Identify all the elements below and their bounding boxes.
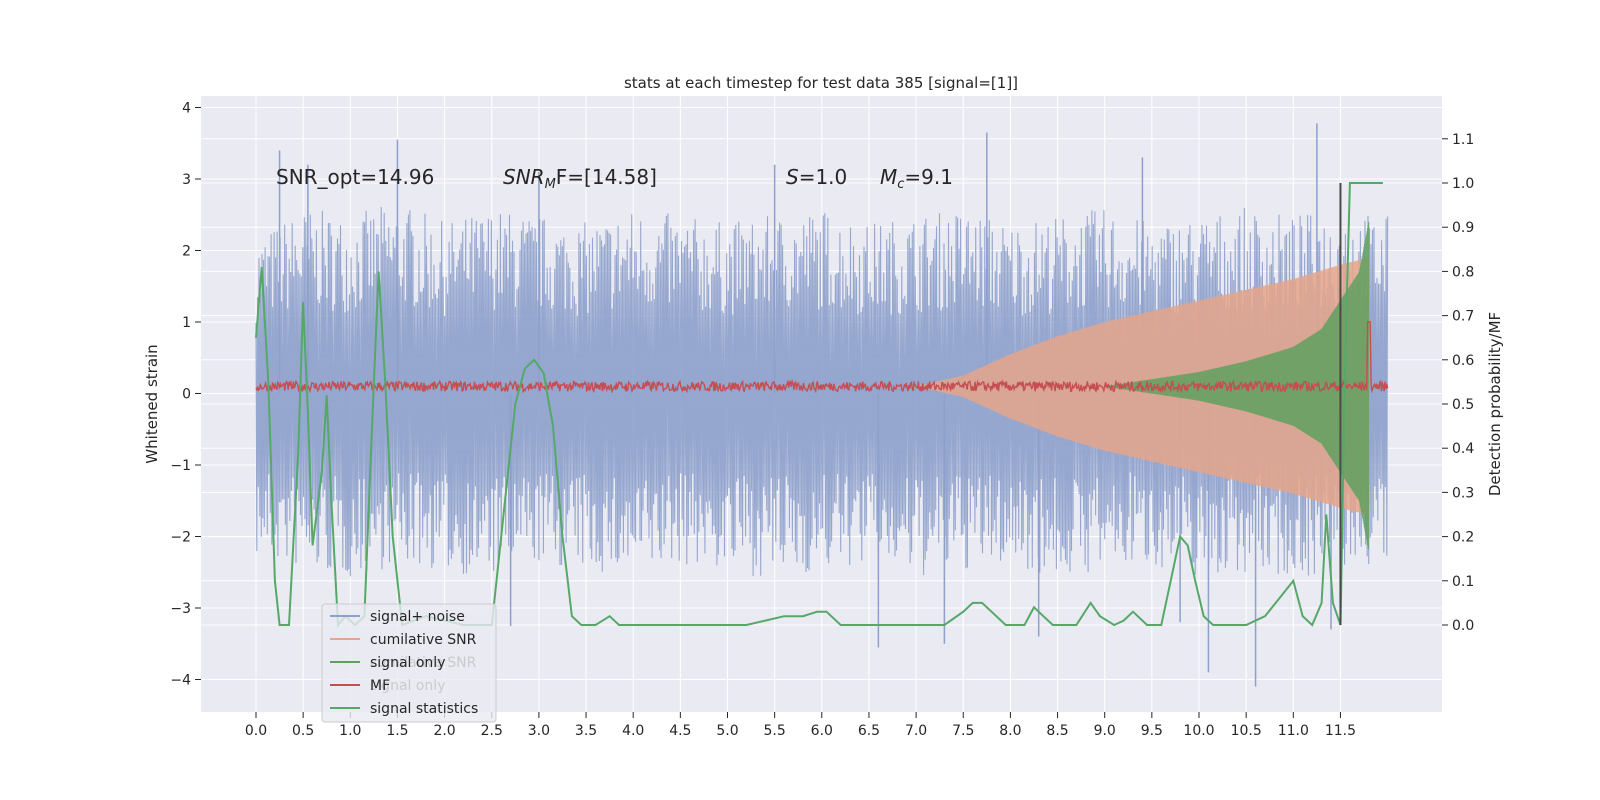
annotation-mc: Mc=9.1 [880,165,953,192]
annotation-s: S=1.0 [786,165,847,189]
x-tick-label: 9.0 [1094,723,1116,739]
y-tick-label: −1 [170,458,191,474]
x-tick-label: 11.5 [1325,723,1356,739]
x-tick-label: 10.0 [1183,723,1214,739]
annotation-snr-mf-sub: M [545,177,556,192]
x-tick-label: 4.0 [622,723,644,739]
x-tick-label: 6.0 [811,723,833,739]
legend-label: signal+ noise [370,609,465,625]
legend-ghost-label: cumilative SNR [370,655,477,671]
x-tick-label: 1.5 [386,723,408,739]
y-right-tick-label: 0.2 [1452,530,1474,546]
x-tick-label: 5.5 [764,723,786,739]
x-tick-label: 3.0 [528,723,550,739]
y-right-tick-label: 0.4 [1452,441,1474,457]
y-tick-label: 0 [182,387,191,403]
legend-label: cumilative SNR [370,632,477,648]
legend-label: signal statistics [370,701,478,717]
x-tick-label: 4.5 [669,723,691,739]
y-tick-label: −2 [170,530,191,546]
y-tick-label: −4 [170,673,191,689]
x-tick-label: 3.5 [575,723,597,739]
y-axis-right: 0.0 0.1 0.2 0.3 0.4 0.5 0.6 0.7 0.8 0.9 1.0 1.1 [1442,132,1474,634]
x-tick-label: 2.0 [433,723,455,739]
y-axis-label: Whitened strain [143,344,161,463]
x-tick-label: 1.0 [339,723,361,739]
annotation-snr-mf-rest: F=[14.58] [556,165,657,189]
x-tick-label: 9.5 [1141,723,1163,739]
y-right-tick-label: 0.0 [1452,618,1474,634]
annotation-mc-rest: =9.1 [904,165,953,189]
y-right-tick-label: 0.6 [1452,353,1474,369]
y-right-tick-label: 0.5 [1452,397,1474,413]
chart-title: stats at each timestep for test data 385… [624,74,1018,92]
y-right-tick-label: 0.7 [1452,309,1474,325]
x-axis: 0.0 0.5 1.0 1.5 2.0 2.5 3.0 3.5 4.0 4.5 5.0 5.5 6.0 6… [245,712,1356,739]
y-tick-label: 3 [182,172,191,188]
x-tick-label: 10.5 [1231,723,1262,739]
legend-ghost-label: signal only [370,678,445,694]
x-tick-label: 0.5 [292,723,314,739]
x-tick-label: 5.0 [716,723,738,739]
x-tick-label: 6.5 [858,723,880,739]
series-cumulative-snr [915,257,1370,515]
y-tick-label: 4 [182,101,191,117]
x-tick-label: 8.5 [1046,723,1068,739]
y-right-tick-label: 1.1 [1452,132,1474,148]
annotations: SNR_opt=14.96 SNRMF=[14.58] S=1.0 Mc=9.1 [276,165,953,192]
legend-label: MF [370,678,390,694]
y-right-tick-label: 0.3 [1452,485,1474,501]
y-right-tick-label: 0.9 [1452,220,1474,236]
annotation-s-rest: =1.0 [799,165,848,189]
x-tick-label: 2.5 [481,723,503,739]
legend-box [321,603,497,723]
annotation-snr-mf-main: SNR [503,165,545,189]
annotation-mc-sub: c [897,177,904,192]
y-tick-label: 2 [182,244,191,260]
y-tick-label: 1 [182,315,191,331]
annotation-snr-mf: SNRMF=[14.58] [503,165,657,192]
annotation-snr-opt: SNR_opt=14.96 [276,165,434,189]
x-tick-label: 7.5 [952,723,974,739]
y-axis-left: −4 −3 −2 −1 0 1 2 3 4 [170,101,201,689]
y-right-tick-label: 1.0 [1452,176,1474,192]
x-tick-label: 7.0 [905,723,927,739]
x-tick-label: 0.0 [245,723,267,739]
annotation-s-main: S [786,165,799,189]
legend-label: signal only [370,655,445,671]
series-signal-only [1104,221,1370,550]
series-signal-noise [255,206,1389,577]
y-right-tick-label: 0.8 [1452,264,1474,280]
annotation-mc-main: M [880,165,897,189]
x-tick-label: 8.0 [999,723,1021,739]
y-tick-label: −3 [170,601,191,617]
y-right-tick-label: 0.1 [1452,574,1474,590]
x-tick-label: 11.0 [1278,723,1309,739]
series-mf [255,321,1389,394]
y-axis-right-label: Detection probability/MF [1486,312,1504,496]
